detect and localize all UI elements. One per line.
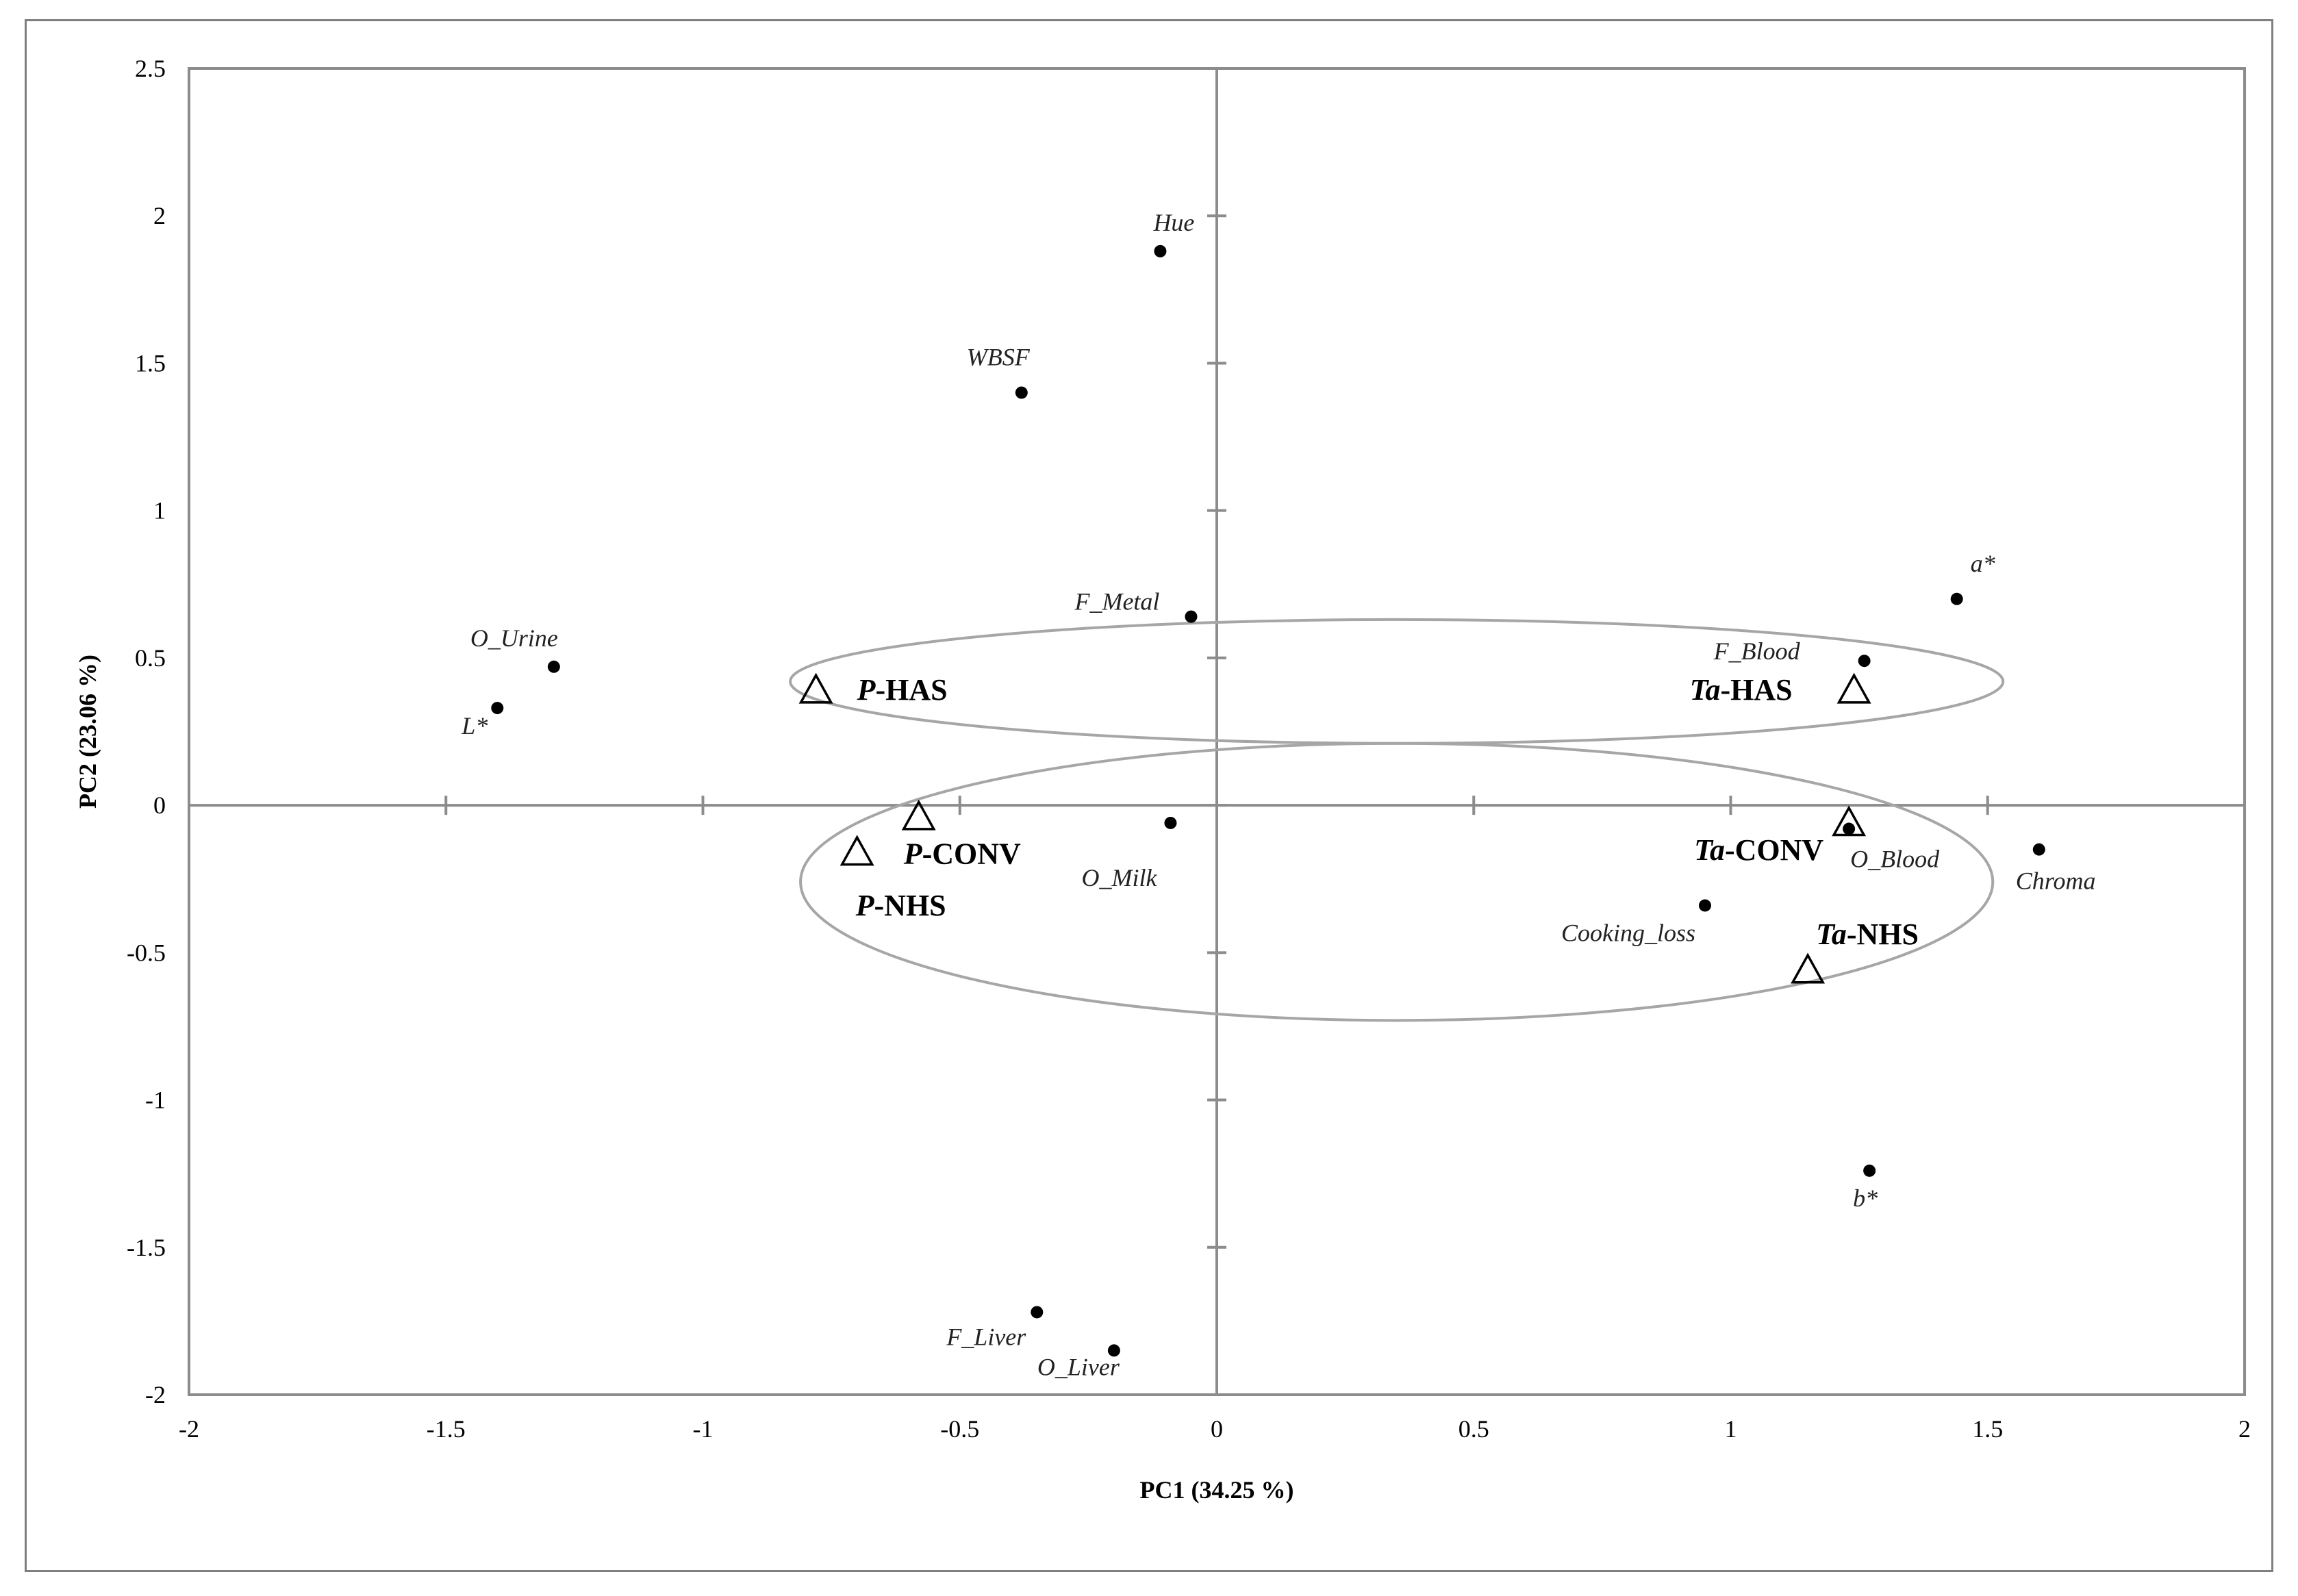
group-label: P-HAS [857,673,948,707]
variable-label: O_Blood [1850,846,1940,873]
variable-label: Cooking_loss [1561,919,1695,946]
variable-point [1015,386,1028,399]
variable-point [1164,816,1177,829]
x-tick-label: -1 [693,1415,714,1443]
variable-point [1698,899,1711,912]
group-ellipse [799,742,1995,1022]
y-tick-label: 1 [153,497,166,524]
x-axis-title: PC1 (34.25 %) [1140,1476,1294,1504]
variable-point [1843,822,1856,835]
group-label: Ta-CONV [1694,833,1823,867]
y-tick-label: 0.5 [135,644,166,672]
variable-point [1863,1164,1876,1177]
x-tick-label: 0.5 [1459,1415,1489,1443]
variable-point [2032,843,2045,856]
y-tick-label: 0 [153,791,166,819]
y-tick-label: 2.5 [135,55,166,82]
group-triangle-marker [1791,952,1826,984]
variable-point [1107,1344,1120,1357]
variable-point [1858,655,1871,668]
variable-label: WBSF [967,343,1031,370]
y-tick-label: -1 [145,1087,166,1114]
variable-label: a* [1971,550,1995,577]
variable-point [1950,592,1963,605]
x-tick-label: 1 [1725,1415,1737,1443]
group-triangle-marker [798,672,833,704]
variable-label: O_Urine [470,624,558,652]
x-tick-label: 2 [2238,1415,2251,1443]
variable-label: O_Milk [1081,864,1157,891]
variable-label: F_Liver [946,1323,1026,1350]
variable-label: L* [461,712,488,739]
group-ellipse [789,618,2005,745]
group-triangle-marker [901,799,936,831]
y-tick-label: 1.5 [135,349,166,377]
variable-point [1031,1306,1044,1319]
group-label: P-NHS [855,889,946,922]
variable-label: F_Blood [1713,637,1801,665]
variable-point [547,660,560,673]
group-label: Ta-HAS [1690,673,1793,707]
figure-frame [25,19,2273,1572]
x-tick-label: -2 [179,1415,199,1443]
x-tick-label: 1.5 [1972,1415,2003,1443]
variable-point [1185,610,1198,623]
y-tick-label: -2 [145,1381,166,1408]
variable-point [1154,244,1167,257]
x-tick-label: -1.5 [427,1415,466,1443]
y-tick-label: -1.5 [127,1234,166,1261]
group-label: Ta-NHS [1816,917,1919,951]
variable-label: Chroma [2016,867,2096,895]
y-axis-title: PC2 (23.06 %) [74,655,101,809]
variable-label: F_Metal [1074,588,1159,616]
group-triangle-marker [839,835,874,866]
variable-label: O_Liver [1037,1353,1120,1380]
group-triangle-marker [1836,672,1871,704]
variable-point [491,702,504,715]
group-label: P-CONV [903,837,1021,870]
x-tick-label: -0.5 [940,1415,979,1443]
group-triangle-marker [1832,805,1867,837]
x-tick-label: 0 [1211,1415,1223,1443]
variable-label: Hue [1152,209,1194,236]
y-tick-label: -0.5 [127,939,166,966]
y-tick-label: 2 [153,202,166,229]
variable-label: b* [1853,1185,1878,1212]
